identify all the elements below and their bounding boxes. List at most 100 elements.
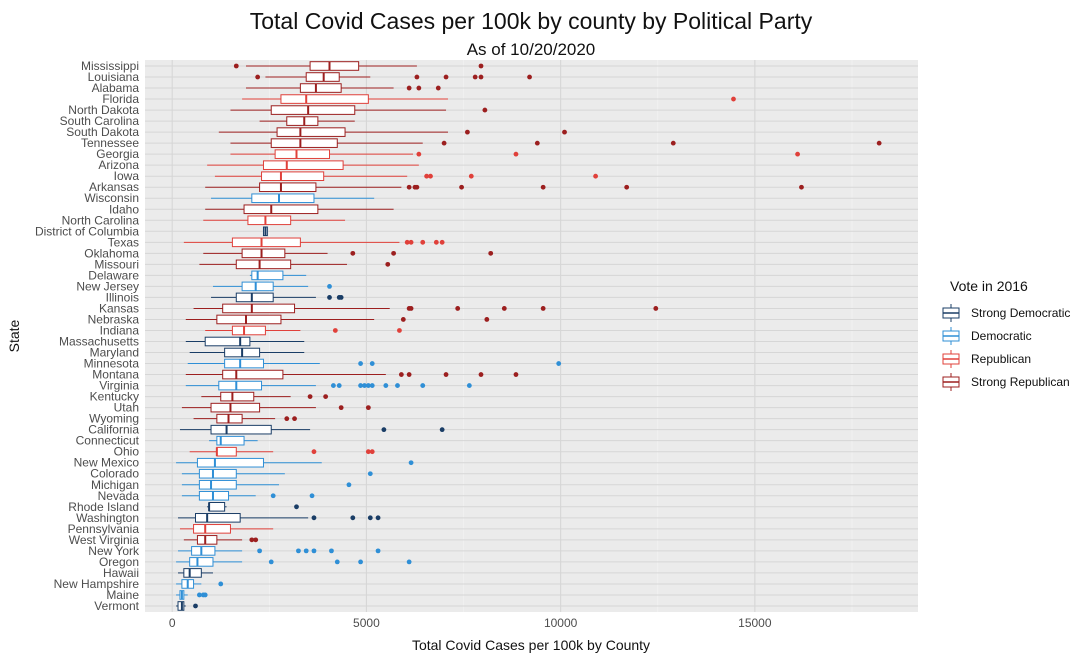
legend-title: Vote in 2016	[950, 278, 1028, 294]
y-tick-label: Virginia	[99, 379, 139, 393]
box-idaho	[205, 204, 394, 215]
y-tick-label: Missouri	[94, 257, 139, 271]
outlier-point	[439, 239, 445, 245]
outlier-point	[233, 63, 239, 69]
box-wyoming	[193, 413, 297, 424]
outlier-point	[270, 493, 276, 499]
y-tick-label: Alabama	[92, 81, 140, 95]
outlier-point	[358, 559, 363, 565]
outlier-point	[540, 184, 546, 190]
outlier-point	[350, 250, 356, 256]
box-hawaii	[178, 568, 213, 578]
legend-item-sd: Strong Democratic	[942, 304, 1070, 322]
outlier-point	[416, 151, 422, 157]
outlier-point	[284, 416, 290, 422]
y-tick-labels: MississippiLouisianaAlabamaFloridaNorth …	[35, 59, 140, 613]
y-tick-label: Oklahoma	[84, 246, 139, 260]
box-nebraska	[185, 314, 490, 325]
outlier-point	[202, 592, 208, 598]
outlier-point	[428, 173, 433, 179]
box-iqr	[222, 303, 296, 314]
outlier-point	[358, 361, 363, 366]
outlier-point	[562, 129, 567, 135]
outlier-point	[408, 239, 414, 245]
y-tick-label: Massachusetts	[59, 335, 139, 349]
outlier-point	[406, 184, 412, 190]
box-iqr	[191, 546, 216, 556]
legend-item-r: Republican	[942, 350, 1031, 368]
box-iqr	[220, 391, 255, 402]
box-iqr	[251, 270, 284, 281]
outlier-point	[472, 74, 478, 80]
y-tick-label: Louisiana	[88, 70, 140, 84]
outlier-point	[196, 592, 202, 598]
outlier-point	[443, 372, 449, 377]
outlier-point	[408, 306, 414, 311]
y-tick-label: North Dakota	[68, 103, 139, 117]
y-tick-label: Iowa	[114, 169, 140, 183]
outlier-point	[391, 250, 397, 256]
box-iqr	[193, 524, 231, 534]
outlier-point	[397, 328, 402, 333]
y-tick-label: Tennessee	[81, 136, 139, 150]
legend-label: Democratic	[971, 329, 1032, 343]
box-kansas	[193, 303, 659, 314]
outlier-point	[294, 504, 299, 510]
y-tick-label: District of Columbia	[35, 224, 139, 238]
box-rhode-island	[207, 502, 299, 512]
y-tick-label: Florida	[102, 92, 139, 106]
box-texas	[183, 237, 445, 248]
outlier-point	[420, 239, 426, 245]
y-tick-label: Georgia	[96, 147, 139, 161]
outlier-point	[369, 449, 375, 455]
box-iqr	[216, 314, 282, 325]
outlier-point	[311, 515, 317, 521]
box-iqr	[259, 182, 317, 193]
box-iqr	[224, 358, 264, 369]
outlier-point	[369, 361, 375, 366]
box-iqr	[194, 513, 241, 523]
box-iqr	[231, 325, 266, 336]
outlier-point	[350, 515, 356, 521]
chart-title: Total Covid Cases per 100k by county by …	[250, 8, 813, 34]
box-tennessee	[230, 138, 882, 148]
box-utah	[181, 402, 371, 413]
box-north-carolina	[203, 215, 346, 226]
outlier-point	[309, 493, 315, 499]
outlier-point	[327, 284, 332, 289]
legend-label: Strong Republican	[971, 375, 1070, 389]
outlier-point	[501, 306, 507, 311]
box-arizona	[207, 160, 419, 170]
box-oklahoma	[203, 248, 494, 259]
y-tick-label: Oregon	[99, 555, 139, 569]
outlier-point	[406, 559, 412, 565]
outlier-point	[513, 151, 519, 157]
box-arkansas	[205, 182, 804, 193]
outlier-point	[414, 74, 420, 80]
box-alabama	[245, 83, 441, 93]
outlier-point	[255, 74, 261, 80]
box-new-hampshire	[176, 579, 224, 589]
y-tick-label: Texas	[108, 235, 139, 249]
outlier-point	[556, 361, 562, 366]
box-minnesota	[187, 358, 562, 369]
outlier-point	[398, 372, 404, 377]
box-vermont	[176, 601, 198, 611]
outlier-point	[653, 306, 659, 311]
box-virginia	[185, 380, 472, 391]
y-tick-label: Montana	[92, 368, 139, 382]
outlier-point	[459, 184, 464, 190]
y-tick-label: West Virginia	[69, 533, 140, 547]
box-indiana	[205, 325, 402, 336]
y-tick-label: New Hampshire	[54, 577, 140, 591]
box-iqr	[276, 127, 346, 137]
outlier-point	[369, 383, 375, 388]
outlier-point	[338, 405, 344, 411]
box-iowa	[214, 171, 598, 181]
box-iqr	[270, 138, 338, 148]
outlier-point	[433, 239, 439, 245]
outlier-point	[414, 184, 420, 190]
box-california	[179, 424, 445, 435]
outlier-point	[455, 306, 461, 311]
box-montana	[185, 369, 519, 380]
